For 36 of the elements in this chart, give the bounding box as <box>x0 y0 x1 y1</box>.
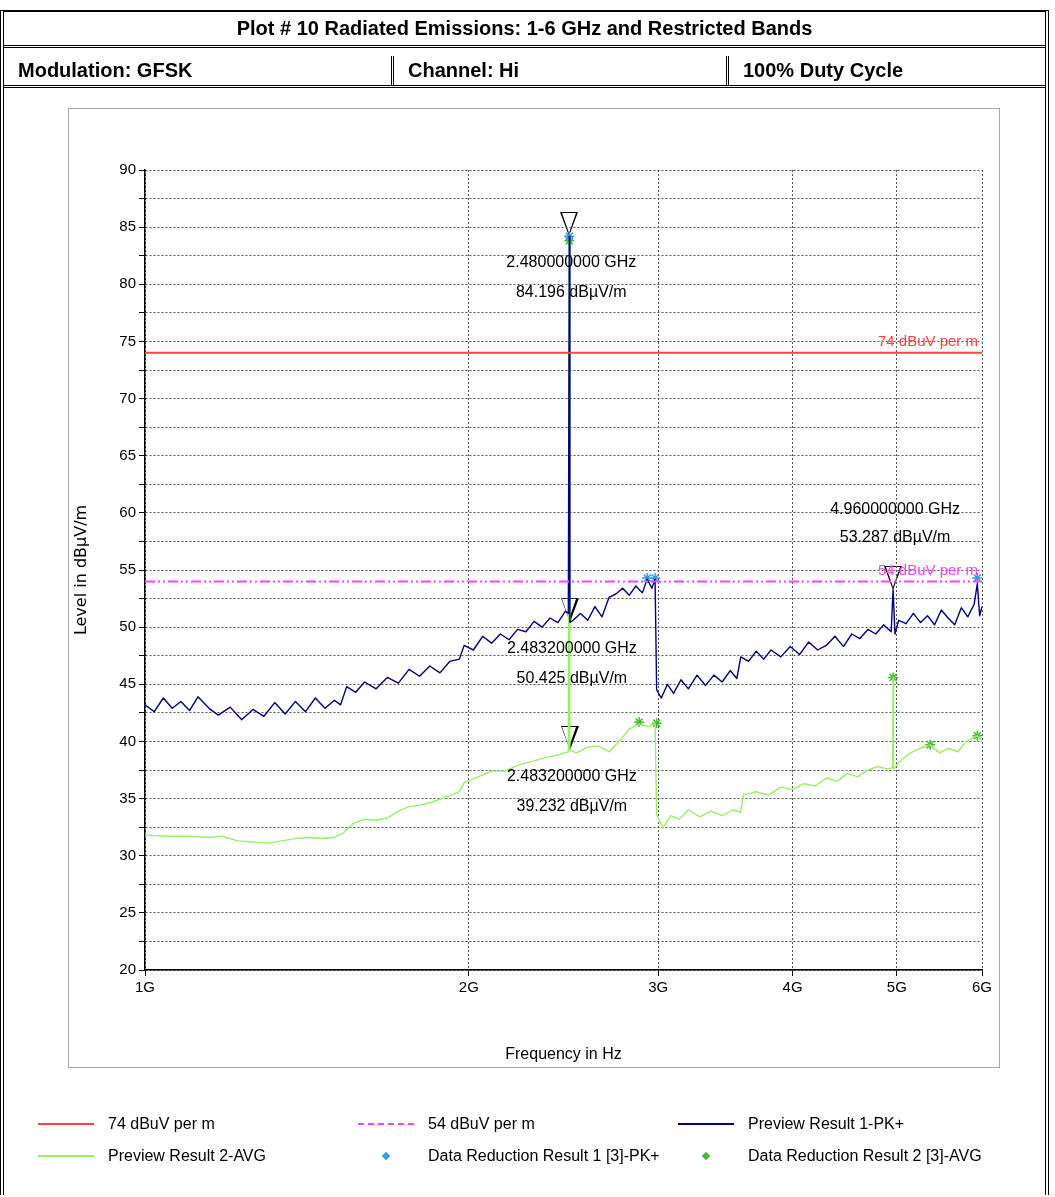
y-tick-label: 40 <box>119 731 136 749</box>
y-tick-label: 90 <box>119 160 136 178</box>
y-tick-label: 50 <box>119 617 136 635</box>
y-tick-label: 80 <box>119 274 136 292</box>
legend-label: Preview Result 1-PK+ <box>748 1115 905 1133</box>
chart-title: Plot # 10 Radiated Emissions: 1-6 GHz and Restricted Bands <box>4 12 1045 48</box>
x-tick-label: 3G <box>648 978 669 996</box>
y-tick-label: 70 <box>119 388 136 406</box>
x-tick-label: 4G <box>782 978 803 996</box>
y-tick-label: 65 <box>119 445 136 463</box>
x-tick-label: 5G <box>886 978 907 996</box>
y-tick-label: 30 <box>119 845 136 863</box>
text: 54 dBuV per m <box>428 1115 535 1132</box>
text: Modulation: GFSK <box>4 56 394 85</box>
text: Channel: Hi <box>394 56 729 85</box>
legend-label: Data Reduction Result 1 [3]-PK+ <box>428 1147 660 1165</box>
annotation: 2.483200000 GHz 39.232 dBµV/m <box>506 766 637 814</box>
y-tick-label: 75 <box>119 331 136 349</box>
y-tick-label: 45 <box>119 674 136 692</box>
y-tick-label: 20 <box>119 960 136 978</box>
y-tick-label: 25 <box>119 903 136 920</box>
y-tick-label: 60 <box>119 503 136 520</box>
legend-label: Data Reduction Result 2 [3]-AVG <box>748 1147 982 1165</box>
x-tick-label: 1G <box>134 978 156 996</box>
y-tick-label: 85 <box>119 217 136 235</box>
legend-label: Preview Result 2-AVG <box>108 1147 266 1165</box>
x-axis-title: Frequency in Hz <box>505 1044 622 1062</box>
ref-line-label: 74 dBuV per m <box>877 332 978 350</box>
y-tick-label: 35 <box>119 788 136 806</box>
annotation: 4.960000000 GHz 53.287 dBµV/m <box>830 499 961 545</box>
text: 74 dBuV per m <box>108 1115 215 1132</box>
y-tick-label: 55 <box>119 560 136 578</box>
x-tick-label: 2G <box>458 978 479 996</box>
x-tick-label: 6G <box>971 978 993 996</box>
text: 100% Duty Cycle <box>742 58 905 83</box>
y-axis-title: Level in dBµV/m <box>70 504 90 636</box>
